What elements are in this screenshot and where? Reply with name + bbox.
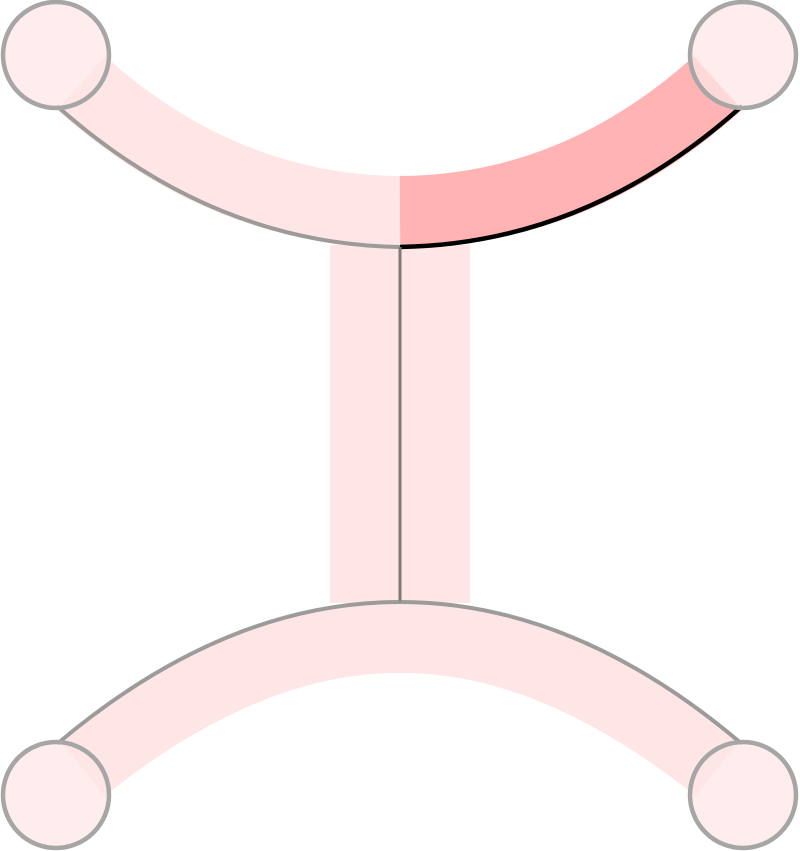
node-top-left [0,0,112,111]
band-layer [56,56,743,797]
node-bottom-left [0,739,112,851]
edge-layer [55,104,744,746]
bottom-arc-edge [55,599,744,746]
top-arc-left-band [56,56,401,248]
bottom-arc-band [59,600,741,797]
node-top-right [687,0,799,111]
top-arc-right-edge [399,104,744,250]
node-bottom-right [687,739,799,851]
top-arc-right-band [399,56,743,248]
top-arc-left-edge [55,104,401,249]
